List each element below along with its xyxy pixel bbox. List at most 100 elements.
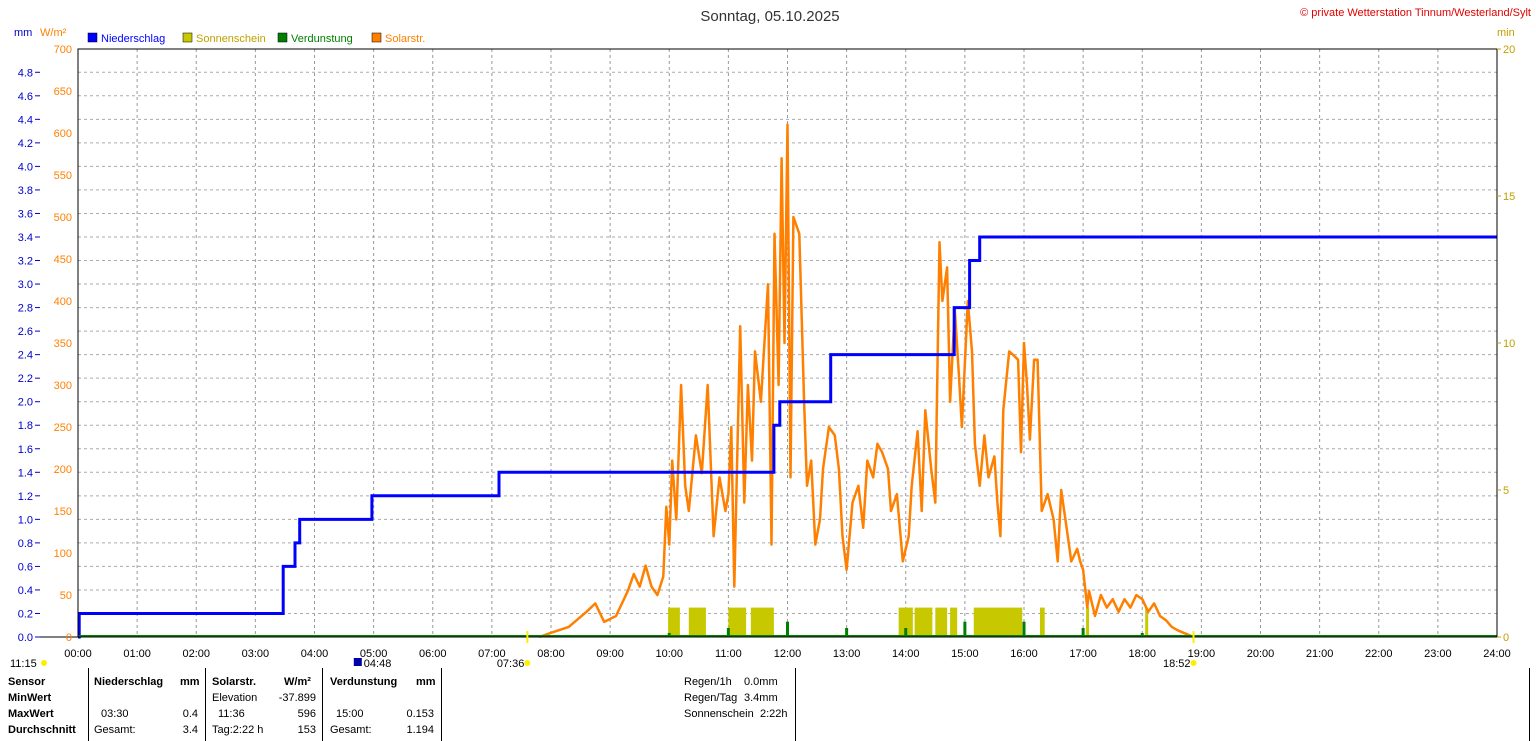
header-solar-unit: W/m² — [284, 676, 311, 688]
sunshine-bar — [950, 607, 958, 637]
evap-spike — [963, 621, 967, 637]
y-mm-tick-label: 3.4 — [18, 232, 33, 244]
x-tick-label: 14:00 — [892, 648, 920, 660]
legend-label: Verdunstung — [291, 33, 353, 45]
y-mm-tick-label: 0.4 — [18, 585, 33, 597]
precip-layer — [77, 235, 1497, 639]
sun-moon-markers: 11:15 04:48 07:36 18:52 — [10, 631, 1197, 668]
x-tick-label: 13:00 — [833, 648, 861, 660]
x-tick-label: 07:00 — [478, 648, 506, 660]
y-min-tick-label: 10 — [1503, 338, 1515, 350]
x-tick-label: 08:00 — [537, 648, 565, 660]
y-min-tick-label: 15 — [1503, 191, 1515, 203]
y-mm-tick-label: 4.2 — [18, 138, 33, 150]
sunshine-bar — [1145, 607, 1149, 637]
y-mm-tick-label: 3.0 — [18, 279, 33, 291]
evap-spike — [786, 621, 789, 637]
y-mm-tick-label: 3.2 — [18, 256, 33, 268]
x-tick-label: 16:00 — [1010, 648, 1038, 660]
legend-swatch — [87, 32, 98, 43]
x-tick-label: 12:00 — [774, 648, 802, 660]
x-tick-label: 04:00 — [301, 648, 329, 660]
x-tick-label: 17:00 — [1069, 648, 1097, 660]
y-mm-tick-label: 2.2 — [18, 373, 33, 385]
evap-spike — [845, 628, 849, 637]
unit-mm: mm — [14, 27, 32, 39]
sunrise-icon — [524, 660, 531, 666]
y-wm2-tick-label: 100 — [54, 548, 72, 560]
y-mm-tick-label: 2.8 — [18, 303, 33, 315]
evap-max-value: 0.153 — [406, 708, 434, 720]
summary-sun-label: Sonnenschein — [684, 708, 754, 720]
sunshine-bar — [973, 607, 1023, 637]
sunshine-bar — [1039, 607, 1045, 637]
evap-spike — [667, 633, 671, 637]
solar-max-time: 11:36 — [218, 708, 245, 720]
legend-label: Niederschlag — [101, 33, 165, 45]
header-precip-unit: mm — [180, 676, 200, 688]
y-mm-tick-label: 1.4 — [18, 467, 33, 479]
solar-avg-value: 153 — [297, 724, 316, 736]
sunshine-bar — [728, 607, 747, 637]
moonrise-time: 11:15 — [10, 658, 37, 668]
precip-total-label: Gesamt: — [94, 724, 136, 736]
sunset-icon — [1190, 660, 1197, 666]
row-label-sensor: Sensor — [8, 676, 46, 688]
x-tick-label: 21:00 — [1306, 648, 1334, 660]
y-mm-tick-label: 3.8 — [18, 185, 33, 197]
precip-total-value: 3.4 — [182, 724, 198, 736]
y-mm-tick-label: 3.6 — [18, 208, 33, 220]
y-mm-tick-label: 1.2 — [18, 491, 33, 503]
y-mm-tick-label: 4.8 — [18, 67, 33, 79]
x-tick-label: 11:00 — [715, 648, 742, 660]
legend-label: Solarstr. — [385, 33, 425, 45]
summary-rain1h-value: 0.0mm — [744, 676, 778, 688]
y-mm-tick-label: 1.6 — [18, 444, 33, 456]
grid — [78, 49, 1497, 637]
x-tick-label: 20:00 — [1247, 648, 1275, 660]
solar-avg-label: Tag:2:22 h — [212, 724, 264, 736]
sunrise-time: 07:36 — [497, 658, 525, 668]
legend-swatch — [277, 32, 288, 43]
x-tick-label: 19:00 — [1188, 648, 1216, 660]
moonset-icon — [353, 658, 362, 666]
solar-min-value: -37.899 — [278, 692, 316, 704]
x-tick-label: 15:00 — [951, 648, 979, 660]
y-wm2-tick-label: 0 — [66, 632, 72, 644]
summary-sun-value: 2:22h — [760, 708, 788, 720]
unit-min: min — [1497, 27, 1515, 39]
y-mm-tick-label: 0.0 — [18, 632, 33, 644]
summary-rainday-label: Regen/Tag — [684, 692, 738, 704]
axes: 0.0 0.2 0.4 0.6 0.8 1.0 1.2 1.4 1.6 1.8 2.0 2.2 2.4 2… — [18, 44, 1516, 660]
y-wm2-tick-label: 400 — [54, 296, 72, 308]
header-solar: Solarstr. — [212, 676, 257, 688]
y-wm2-tick-label: 650 — [54, 86, 72, 98]
y-mm-tick-label: 0.2 — [18, 608, 33, 620]
precip-max-value: 0.4 — [182, 708, 198, 720]
summary-rainday-value: 3.4mm — [744, 692, 778, 704]
header-evap: Verdunstung — [330, 676, 398, 688]
row-label-min: MinWert — [8, 692, 52, 704]
x-tick-label: 03:00 — [242, 648, 270, 660]
stats-table: Sensor MinWert MaxWert Durchschnitt Nied… — [0, 668, 1536, 741]
y-min-tick-label: 0 — [1503, 632, 1509, 644]
precip-max-time: 03:30 — [101, 708, 129, 720]
row-label-max: MaxWert — [8, 708, 54, 720]
x-tick-label: 10:00 — [655, 648, 683, 660]
sunshine-bar — [688, 607, 706, 637]
y-mm-tick-label: 4.0 — [18, 161, 33, 173]
chart-title: Sonntag, 05.10.2025 — [700, 8, 839, 25]
solar-max-value: 596 — [297, 708, 316, 720]
y-mm-tick-label: 4.4 — [18, 114, 33, 126]
sunset-time: 18:52 — [1163, 658, 1191, 668]
evap-spike — [1081, 628, 1085, 637]
y-mm-tick-label: 0.6 — [18, 561, 33, 573]
sunshine-bars — [668, 607, 1149, 637]
evap-total-label: Gesamt: — [330, 724, 372, 736]
moonrise-icon — [41, 660, 47, 666]
y-min-tick-label: 20 — [1503, 44, 1515, 56]
sunshine-bar — [935, 607, 948, 637]
legend-swatch — [182, 32, 193, 43]
row-label-avg: Durchschnitt — [8, 724, 76, 736]
y-wm2-tick-label: 150 — [54, 506, 72, 518]
